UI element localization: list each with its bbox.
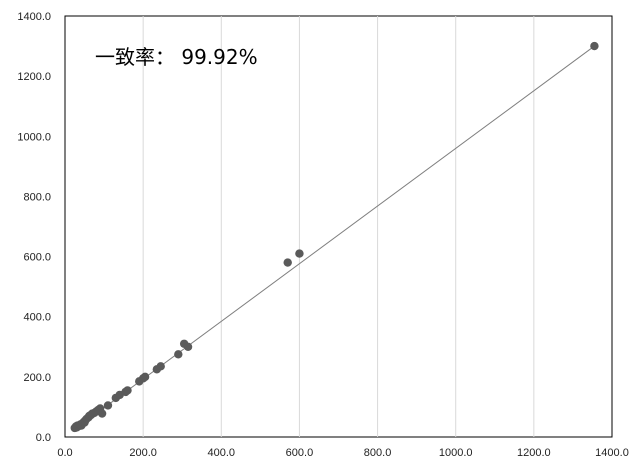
data-point	[140, 372, 150, 382]
y-tick-label: 400.0	[23, 312, 51, 324]
y-axis-ticks: 0.0 200.0 400.0 600.0 800.0 1000.0 1200.0 1400.…	[17, 11, 51, 444]
x-tick-label: 400.0	[208, 447, 236, 459]
x-tick-label: 1400.0	[595, 447, 629, 459]
x-tick-label: 800.0	[364, 447, 392, 459]
y-tick-label: 800.0	[23, 191, 51, 203]
y-tick-label: 0.0	[36, 432, 51, 444]
x-tick-label: 200.0	[129, 447, 157, 459]
x-axis-ticks: 0.0 200.0 400.0 600.0 800.0 1000.0 1200.0 1400.…	[57, 447, 628, 459]
y-tick-label: 1000.0	[17, 131, 51, 143]
data-point	[590, 41, 599, 51]
data-points	[70, 41, 599, 433]
gridlines	[142, 16, 535, 437]
x-tick-label: 1000.0	[439, 447, 473, 459]
y-tick-label: 1400.0	[17, 11, 51, 23]
y-tick-label: 1200.0	[17, 71, 51, 83]
data-point	[103, 401, 113, 410]
data-point	[97, 409, 107, 418]
agreement-rate-annotation: 一致率： 99.92%	[95, 45, 258, 69]
data-point	[283, 258, 292, 267]
data-point	[174, 350, 183, 359]
y-tick-label: 200.0	[23, 372, 51, 384]
x-tick-label: 600.0	[286, 447, 314, 459]
x-tick-label: 1200.0	[517, 447, 551, 459]
x-tick-label: 0.0	[57, 447, 72, 459]
y-tick-label: 600.0	[23, 252, 51, 264]
data-point	[156, 362, 165, 371]
data-point	[295, 249, 304, 258]
data-point	[123, 386, 132, 395]
data-point	[183, 342, 193, 351]
